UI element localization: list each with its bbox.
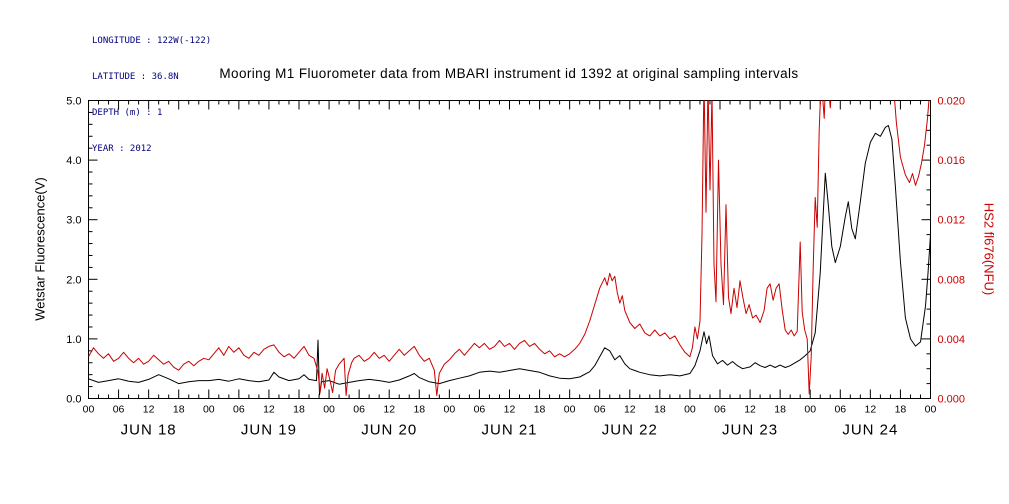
left-axis-tick-label: 0.0 <box>66 394 81 406</box>
x-hour-tick-label: 18 <box>413 404 425 416</box>
meta-latitude: LATITUDE : 36.8N <box>92 72 179 82</box>
x-hour-tick-label: 12 <box>744 404 756 416</box>
left-axis-tick-label: 5.0 <box>66 96 81 108</box>
left-axis-tick-label: 1.0 <box>66 334 81 346</box>
meta-longitude: LONGITUDE : 122W(-122) <box>92 36 212 46</box>
series-hs2-fl676 <box>88 100 930 396</box>
x-day-label: JUN 19 <box>241 422 297 439</box>
chart-title: Mooring M1 Fluorometer data from MBARI i… <box>219 66 799 81</box>
x-hour-tick-label: 12 <box>504 404 516 416</box>
x-day-label: JUN 18 <box>121 422 177 439</box>
right-axis-tick-label: 0.000 <box>938 394 966 406</box>
station-metadata: LONGITUDE : 122W(-122) LATITUDE : 36.8N … <box>92 11 211 179</box>
x-day-label: JUN 20 <box>361 422 417 439</box>
right-axis-tick-label: 0.020 <box>938 96 966 108</box>
x-hour-tick-label: 18 <box>774 404 786 416</box>
x-hour-tick-label: 12 <box>865 404 877 416</box>
x-hour-tick-label: 12 <box>624 404 636 416</box>
x-hour-tick-label: 06 <box>353 404 365 416</box>
right-axis-tick-label: 0.016 <box>938 155 966 167</box>
x-hour-tick-label: 00 <box>564 404 576 416</box>
x-hour-tick-label: 06 <box>714 404 726 416</box>
x-hour-tick-label: 00 <box>83 404 95 416</box>
x-hour-tick-label: 12 <box>143 404 155 416</box>
x-hour-tick-label: 18 <box>534 404 546 416</box>
x-hour-tick-label: 00 <box>804 404 816 416</box>
right-axis-tick-label: 0.012 <box>938 215 966 227</box>
x-hour-tick-label: 00 <box>684 404 696 416</box>
x-hour-tick-label: 06 <box>834 404 846 416</box>
right-axis-tick-label: 0.008 <box>938 274 966 286</box>
x-hour-tick-label: 12 <box>383 404 395 416</box>
x-day-label: JUN 23 <box>722 422 778 439</box>
x-hour-tick-label: 18 <box>895 404 907 416</box>
x-day-label: JUN 24 <box>842 422 898 439</box>
right-axis-tick-label: 0.004 <box>938 334 966 346</box>
x-hour-tick-label: 06 <box>113 404 125 416</box>
x-hour-tick-label: 18 <box>654 404 666 416</box>
left-axis-tick-label: 3.0 <box>66 215 81 227</box>
meta-depth: DEPTH (m) : 1 <box>92 108 163 118</box>
left-axis-tick-label: 2.0 <box>66 274 81 286</box>
x-hour-tick-label: 00 <box>444 404 456 416</box>
x-day-label: JUN 22 <box>602 422 658 439</box>
x-hour-tick-label: 00 <box>925 404 937 416</box>
x-hour-tick-label: 18 <box>293 404 305 416</box>
left-axis-tick-label: 4.0 <box>66 155 81 167</box>
x-hour-tick-label: 18 <box>173 404 185 416</box>
x-hour-tick-label: 12 <box>263 404 275 416</box>
meta-year: YEAR : 2012 <box>92 144 152 154</box>
x-hour-tick-label: 06 <box>594 404 606 416</box>
series-wetstar-fluorescence <box>88 125 931 396</box>
x-hour-tick-label: 06 <box>233 404 245 416</box>
x-hour-tick-label: 06 <box>474 404 486 416</box>
x-hour-tick-label: 00 <box>203 404 215 416</box>
x-day-label: JUN 21 <box>481 422 537 439</box>
x-hour-tick-label: 00 <box>323 404 335 416</box>
